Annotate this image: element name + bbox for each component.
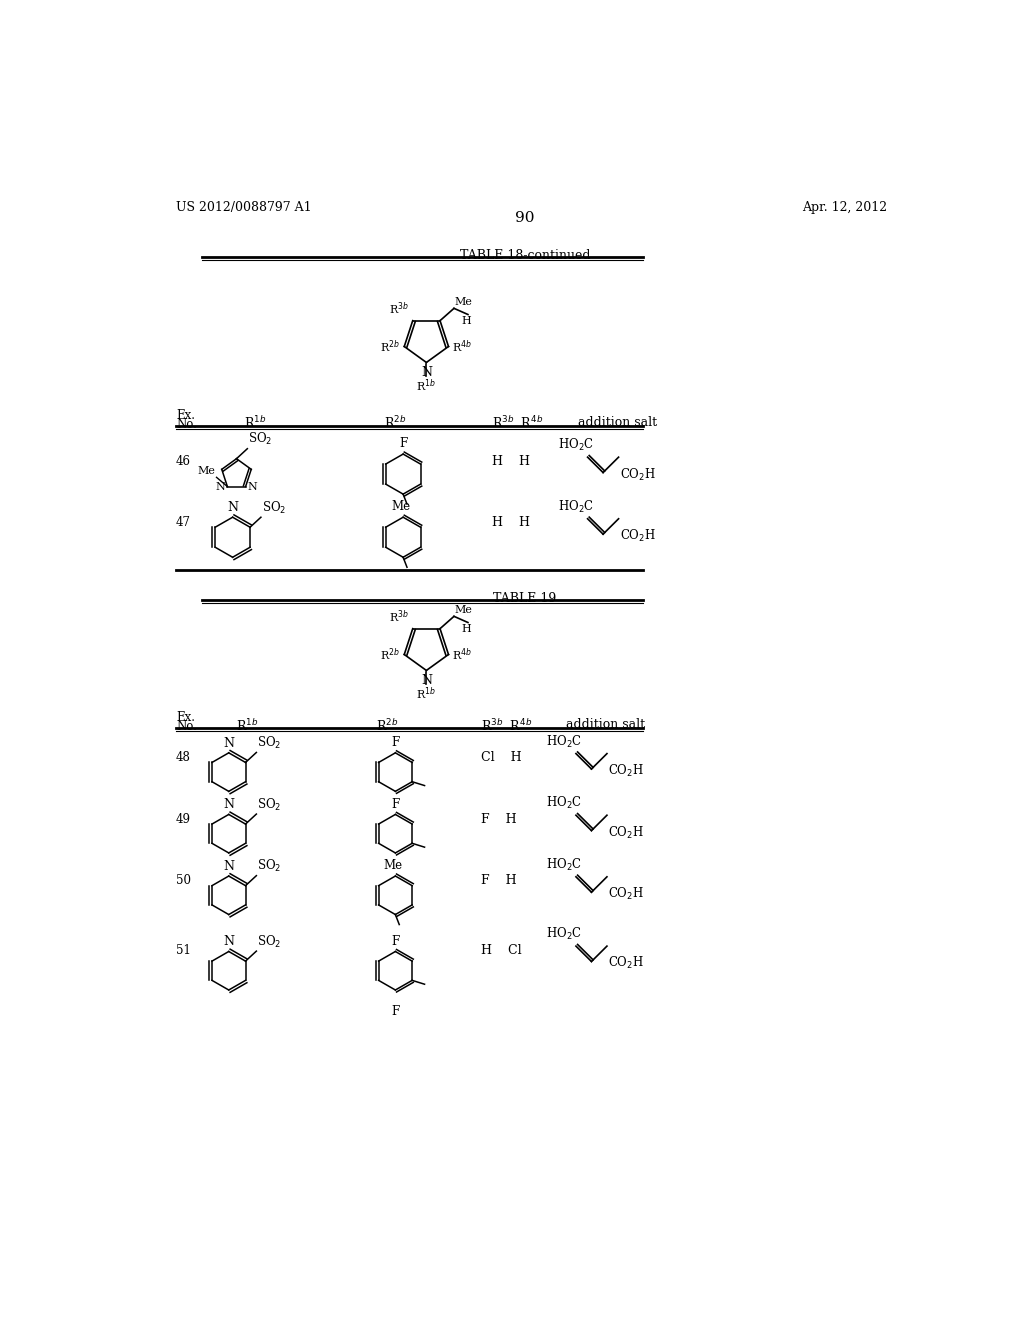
Text: R$^{1b}$: R$^{1b}$ bbox=[237, 718, 259, 734]
Text: HO$_2$C: HO$_2$C bbox=[558, 499, 594, 515]
Text: R$^{1b}$: R$^{1b}$ bbox=[417, 378, 436, 395]
Text: No.: No. bbox=[176, 721, 197, 734]
Text: TABLE 19: TABLE 19 bbox=[494, 591, 556, 605]
Text: R$^{4b}$: R$^{4b}$ bbox=[453, 338, 472, 355]
Text: Me: Me bbox=[455, 297, 473, 306]
Text: N: N bbox=[247, 482, 257, 491]
Text: 47: 47 bbox=[176, 516, 191, 529]
Text: HO$_2$C: HO$_2$C bbox=[547, 795, 583, 812]
Text: No.: No. bbox=[176, 418, 197, 430]
Text: F: F bbox=[391, 935, 399, 948]
Text: SO$_2$: SO$_2$ bbox=[257, 796, 282, 813]
Text: F: F bbox=[391, 737, 399, 748]
Text: F: F bbox=[391, 1006, 399, 1019]
Text: 49: 49 bbox=[176, 813, 191, 826]
Text: HO$_2$C: HO$_2$C bbox=[558, 437, 594, 453]
Text: Me: Me bbox=[197, 466, 215, 475]
Text: N: N bbox=[223, 737, 234, 750]
Text: R$^{2b}$: R$^{2b}$ bbox=[376, 718, 398, 734]
Text: R$^{1b}$: R$^{1b}$ bbox=[417, 686, 436, 702]
Text: CO$_2$H: CO$_2$H bbox=[608, 763, 644, 779]
Text: CO$_2$H: CO$_2$H bbox=[608, 956, 644, 972]
Text: F    H: F H bbox=[480, 813, 516, 826]
Text: F: F bbox=[399, 437, 408, 450]
Text: CO$_2$H: CO$_2$H bbox=[608, 825, 644, 841]
Text: CO$_2$H: CO$_2$H bbox=[621, 466, 656, 483]
Text: R$^{3b}$  R$^{4b}$: R$^{3b}$ R$^{4b}$ bbox=[493, 416, 544, 432]
Text: SO$_2$: SO$_2$ bbox=[257, 933, 282, 949]
Text: 50: 50 bbox=[176, 875, 191, 887]
Text: F: F bbox=[391, 797, 399, 810]
Text: H: H bbox=[462, 315, 471, 326]
Text: US 2012/0088797 A1: US 2012/0088797 A1 bbox=[176, 201, 311, 214]
Text: R$^{4b}$: R$^{4b}$ bbox=[453, 647, 472, 663]
Text: 90: 90 bbox=[515, 211, 535, 224]
Text: R$^{1b}$: R$^{1b}$ bbox=[245, 416, 266, 432]
Text: SO$_2$: SO$_2$ bbox=[248, 432, 272, 447]
Text: N: N bbox=[227, 502, 239, 515]
Text: R$^{3b}$: R$^{3b}$ bbox=[389, 300, 409, 317]
Text: N: N bbox=[223, 799, 234, 812]
Text: H: H bbox=[462, 624, 471, 634]
Text: SO$_2$: SO$_2$ bbox=[257, 858, 282, 874]
Text: Ex.: Ex. bbox=[176, 409, 195, 421]
Text: HO$_2$C: HO$_2$C bbox=[547, 857, 583, 873]
Text: Cl    H: Cl H bbox=[480, 751, 521, 764]
Text: N: N bbox=[223, 936, 234, 949]
Text: Ex.: Ex. bbox=[176, 711, 195, 725]
Text: N: N bbox=[215, 482, 225, 491]
Text: R$^{2b}$: R$^{2b}$ bbox=[380, 338, 400, 355]
Text: R$^{2b}$: R$^{2b}$ bbox=[384, 416, 406, 432]
Text: N: N bbox=[421, 673, 432, 686]
Text: 48: 48 bbox=[176, 751, 190, 764]
Text: addition salt: addition salt bbox=[578, 416, 656, 429]
Text: H    H: H H bbox=[493, 516, 530, 529]
Text: F    H: F H bbox=[480, 875, 516, 887]
Text: Apr. 12, 2012: Apr. 12, 2012 bbox=[802, 201, 888, 214]
Text: H    H: H H bbox=[493, 455, 530, 467]
Text: R$^{3b}$: R$^{3b}$ bbox=[389, 609, 409, 624]
Text: N: N bbox=[223, 859, 234, 873]
Text: Me: Me bbox=[383, 859, 402, 873]
Text: CO$_2$H: CO$_2$H bbox=[608, 886, 644, 902]
Text: N: N bbox=[421, 366, 432, 379]
Text: SO$_2$: SO$_2$ bbox=[262, 499, 286, 516]
Text: 46: 46 bbox=[176, 455, 191, 467]
Text: 51: 51 bbox=[176, 944, 190, 957]
Text: Me: Me bbox=[391, 500, 411, 513]
Text: Me: Me bbox=[455, 605, 473, 615]
Text: R$^{2b}$: R$^{2b}$ bbox=[380, 647, 400, 663]
Text: TABLE 18-continued: TABLE 18-continued bbox=[460, 249, 590, 263]
Text: CO$_2$H: CO$_2$H bbox=[621, 528, 656, 544]
Text: R$^{3b}$  R$^{4b}$: R$^{3b}$ R$^{4b}$ bbox=[480, 718, 531, 734]
Text: H    Cl: H Cl bbox=[480, 944, 521, 957]
Text: HO$_2$C: HO$_2$C bbox=[547, 927, 583, 942]
Text: HO$_2$C: HO$_2$C bbox=[547, 734, 583, 750]
Text: SO$_2$: SO$_2$ bbox=[257, 735, 282, 751]
Text: addition salt: addition salt bbox=[566, 718, 645, 731]
